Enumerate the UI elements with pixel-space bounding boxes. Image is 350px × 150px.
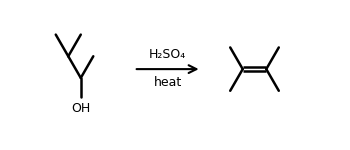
Text: H₂SO₄: H₂SO₄	[149, 48, 186, 61]
Text: heat: heat	[154, 76, 182, 89]
Text: OH: OH	[71, 102, 90, 115]
